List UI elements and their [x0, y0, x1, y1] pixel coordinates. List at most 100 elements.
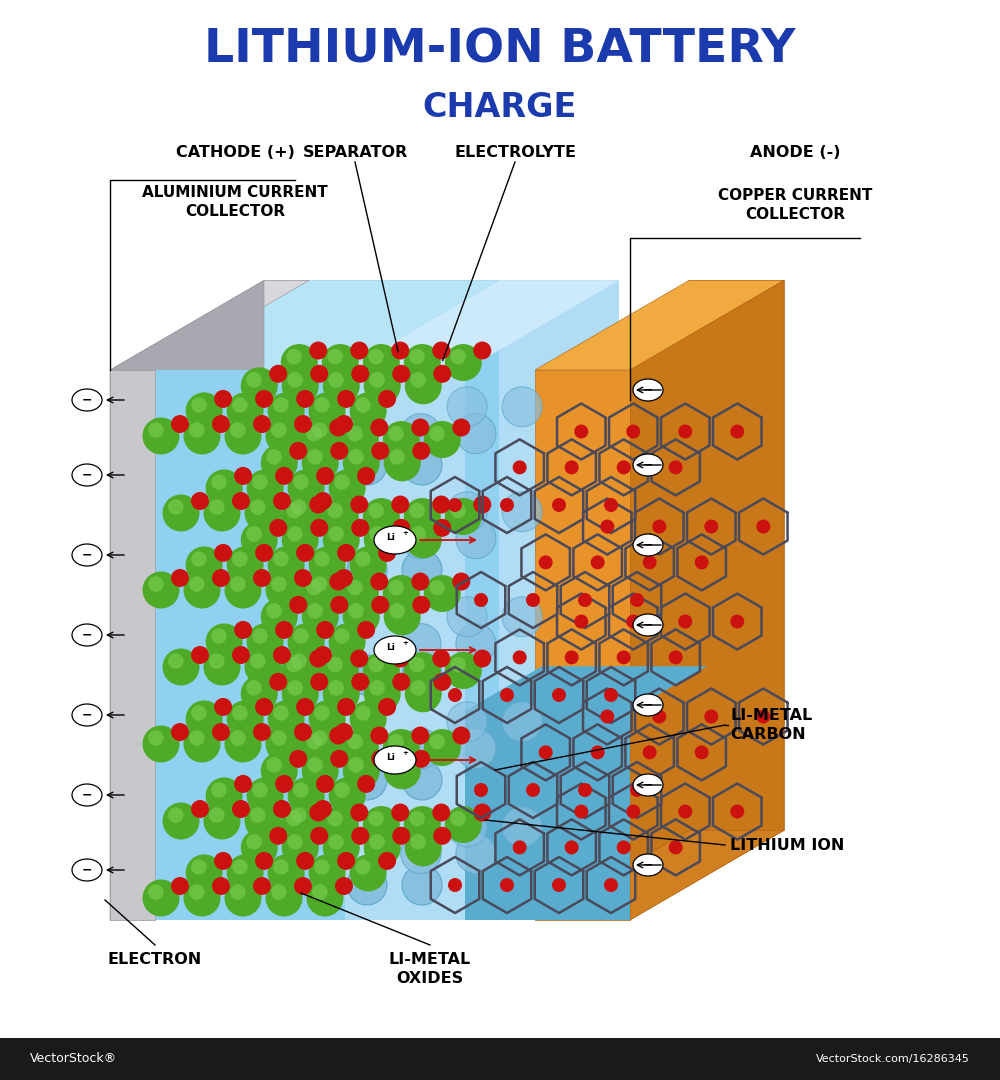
Circle shape — [369, 680, 385, 696]
Circle shape — [143, 726, 180, 762]
Circle shape — [351, 518, 369, 537]
Circle shape — [296, 852, 314, 869]
Circle shape — [574, 424, 588, 438]
Circle shape — [348, 757, 364, 772]
Circle shape — [314, 397, 330, 413]
Circle shape — [369, 834, 385, 850]
Circle shape — [578, 593, 592, 607]
Circle shape — [473, 649, 491, 667]
Circle shape — [232, 492, 250, 510]
Circle shape — [363, 345, 400, 381]
Polygon shape — [264, 281, 309, 831]
Circle shape — [312, 730, 328, 746]
Circle shape — [669, 650, 683, 664]
Text: CATHODE (+): CATHODE (+) — [176, 145, 294, 160]
Circle shape — [411, 419, 429, 436]
Circle shape — [378, 544, 396, 562]
Circle shape — [269, 673, 287, 691]
Circle shape — [328, 373, 344, 388]
Circle shape — [347, 865, 387, 905]
Circle shape — [271, 730, 287, 746]
Circle shape — [266, 571, 302, 608]
Ellipse shape — [72, 859, 102, 881]
Circle shape — [291, 808, 307, 823]
Circle shape — [214, 698, 232, 716]
Circle shape — [383, 421, 420, 458]
Circle shape — [212, 569, 230, 588]
Circle shape — [357, 775, 375, 793]
Circle shape — [268, 546, 305, 583]
Text: Li: Li — [387, 754, 395, 762]
Circle shape — [309, 854, 346, 891]
Circle shape — [678, 424, 692, 438]
Circle shape — [500, 688, 514, 702]
Circle shape — [350, 496, 368, 513]
Circle shape — [392, 365, 410, 382]
Circle shape — [334, 782, 350, 798]
Circle shape — [447, 491, 487, 531]
Circle shape — [310, 673, 328, 691]
Circle shape — [306, 571, 344, 608]
Circle shape — [246, 680, 262, 696]
Circle shape — [310, 827, 328, 845]
Circle shape — [433, 673, 451, 691]
Circle shape — [296, 544, 314, 562]
Circle shape — [289, 596, 307, 613]
Circle shape — [232, 800, 250, 818]
Circle shape — [410, 680, 426, 696]
Circle shape — [322, 806, 359, 843]
Circle shape — [227, 546, 264, 583]
Circle shape — [241, 829, 278, 866]
Circle shape — [307, 449, 323, 464]
Circle shape — [293, 629, 309, 644]
Circle shape — [306, 580, 322, 595]
Polygon shape — [110, 370, 155, 920]
Circle shape — [191, 551, 207, 567]
Ellipse shape — [633, 774, 663, 796]
Circle shape — [402, 445, 442, 485]
Circle shape — [273, 551, 289, 567]
Circle shape — [730, 424, 744, 438]
Circle shape — [310, 518, 328, 537]
Circle shape — [371, 750, 389, 768]
Circle shape — [266, 879, 302, 917]
Circle shape — [314, 705, 330, 720]
Circle shape — [206, 470, 243, 507]
Circle shape — [234, 467, 252, 485]
Text: −: − — [643, 459, 653, 472]
Circle shape — [209, 653, 225, 669]
Circle shape — [246, 526, 262, 542]
Circle shape — [286, 657, 302, 673]
Circle shape — [445, 498, 482, 535]
Circle shape — [355, 397, 371, 413]
Circle shape — [401, 518, 441, 558]
Text: +: + — [402, 750, 408, 756]
Circle shape — [212, 723, 230, 741]
Circle shape — [350, 804, 368, 822]
Circle shape — [316, 467, 334, 485]
Circle shape — [312, 577, 328, 592]
Text: LITHIUM-ION BATTERY: LITHIUM-ION BATTERY — [204, 27, 796, 72]
Circle shape — [309, 496, 327, 513]
Circle shape — [513, 460, 527, 474]
Circle shape — [301, 421, 338, 458]
Circle shape — [186, 546, 223, 583]
Circle shape — [162, 495, 200, 531]
Circle shape — [309, 392, 346, 430]
Circle shape — [552, 498, 566, 512]
Circle shape — [250, 808, 266, 823]
Polygon shape — [110, 281, 309, 370]
Circle shape — [342, 575, 379, 612]
Circle shape — [412, 442, 430, 460]
Circle shape — [241, 367, 278, 404]
Circle shape — [342, 729, 379, 766]
Circle shape — [447, 387, 487, 427]
Circle shape — [232, 860, 248, 875]
Circle shape — [269, 518, 287, 537]
Circle shape — [695, 745, 709, 759]
Polygon shape — [465, 711, 630, 920]
Circle shape — [329, 623, 366, 660]
Circle shape — [206, 623, 243, 660]
Polygon shape — [155, 831, 499, 920]
Circle shape — [391, 804, 409, 822]
